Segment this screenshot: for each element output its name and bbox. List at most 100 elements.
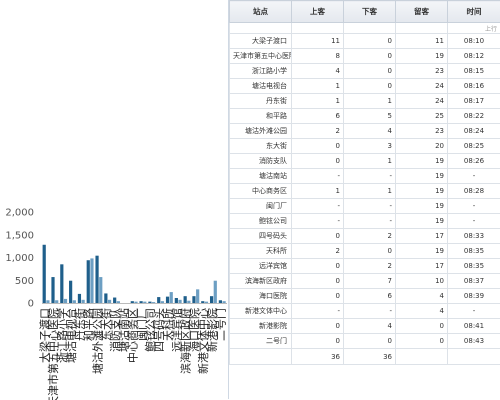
station-cell: 四号码头 — [229, 228, 292, 244]
chart-canvas: 05001,0001,5002,000大梁子渡口天津市第五中心医院浙江路小学塘沽… — [5, 208, 228, 400]
on-cell: 11 — [291, 33, 344, 49]
time-cell: 08:12 — [447, 48, 500, 64]
bar-s1-16 — [187, 300, 191, 303]
bar-s0-15 — [174, 297, 178, 303]
bar-s1-13 — [160, 301, 165, 303]
station-cell: 新港文体中心 — [229, 303, 292, 319]
totals-row: 36 36 — [229, 348, 500, 365]
table-header-row: 站点 上客 下客 留客 时间 — [229, 0, 500, 23]
station-cell: 东大街 — [229, 138, 292, 154]
x-tick-label: 浙江路小学 — [55, 308, 69, 363]
station-cell: 海口医院 — [229, 288, 292, 304]
station-cell: 塘沽南站 — [229, 168, 292, 184]
on-cell: 8 — [291, 48, 344, 64]
bar-s1-15 — [178, 299, 182, 303]
off-cell: 0 — [343, 243, 396, 259]
bar-s1-4 — [81, 299, 85, 303]
total-on-cell: 36 — [291, 348, 344, 365]
table-row: 塘沽南站 - -19- — [229, 168, 500, 184]
time-cell: 08:28 — [447, 183, 500, 199]
bar-s0-2 — [60, 264, 64, 303]
x-tick-label: 塘沽电视台 — [64, 308, 78, 363]
time-cell: 08:37 — [447, 273, 500, 289]
station-cell: 鲍铉公司 — [229, 213, 292, 229]
table-row: 新港文体中心 - -4- — [229, 303, 500, 319]
time-cell: - — [447, 198, 500, 214]
x-tick-label: 新港影院 — [205, 308, 219, 352]
time-cell: 08:25 — [447, 138, 500, 154]
off-cell: 4 — [343, 123, 396, 139]
stay-cell: 19 — [395, 183, 448, 199]
on-cell: 0 — [291, 288, 344, 304]
x-tick-label: 塘沽外滩公园 — [90, 308, 104, 374]
header-on: 上客 — [291, 0, 344, 23]
table-row: 滨海新区政府 0 7 10 08:37 — [229, 273, 500, 289]
bar-s1-17 — [196, 289, 200, 303]
table-row: 塘沽外滩公园 2 4 23 08:24 — [229, 123, 500, 139]
bar-s1-6 — [99, 277, 103, 303]
x-tick-label: 新港文体中心 — [196, 308, 210, 374]
off-cell: 0 — [343, 48, 396, 64]
station-cell: 滨海新区政府 — [229, 273, 292, 289]
stay-cell: 4 — [395, 303, 448, 319]
table-row: 鲍铉公司 - -19- — [229, 213, 500, 229]
table-row: 四号码头 0 2 17 08:33 — [229, 228, 500, 244]
bar-s1-11 — [143, 301, 147, 303]
stay-cell: 19 — [395, 168, 448, 184]
on-cell: 0 — [291, 273, 344, 289]
off-cell: 3 — [343, 138, 396, 154]
table-row: 丹东街 1 1 24 08:17 — [229, 93, 500, 109]
stay-cell: 17 — [395, 228, 448, 244]
on-cell: 1 — [291, 93, 344, 109]
bar-s0-17 — [192, 296, 196, 303]
time-cell: 08:10 — [447, 33, 500, 49]
off-cell: 0 — [343, 333, 396, 349]
station-cell: 新港影院 — [229, 318, 292, 334]
off-cell: 0 — [343, 78, 396, 94]
station-cell: 二号门 — [229, 333, 292, 349]
stay-cell: 0 — [395, 333, 448, 349]
off-cell: 0 — [343, 63, 396, 79]
table-row: 远洋宾馆 0 2 17 08:35 — [229, 258, 500, 274]
table-row: 塘沽电视台 1 0 24 08:16 — [229, 78, 500, 94]
on-cell: - — [291, 168, 344, 184]
on-cell: - — [291, 303, 344, 319]
station-cell: 大梁子渡口 — [229, 33, 292, 49]
x-tick-label: 大梁子渡口 — [37, 308, 51, 363]
x-tick-label: 滨海新区政府 — [178, 308, 192, 374]
y-tick-label: 1,500 — [5, 230, 34, 241]
time-cell: 08:17 — [447, 93, 500, 109]
x-tick-label: 天津市第五中心医院 — [46, 308, 60, 400]
station-cell: 丹东街 — [229, 93, 292, 109]
stay-cell: 19 — [395, 198, 448, 214]
off-cell: 7 — [343, 273, 396, 289]
time-cell: - — [447, 168, 500, 184]
stay-cell: 23 — [395, 63, 448, 79]
off-cell: - — [343, 198, 396, 214]
x-tick-label: 远洋宾馆 — [170, 308, 184, 352]
bar-s0-10 — [130, 301, 134, 303]
on-cell: 0 — [291, 318, 344, 334]
off-cell: 4 — [343, 318, 396, 334]
bar-chart: 0 500 1,000 1,500 2,000 大梁子渡口 天津市第五中心医院 浙江路小学 塘沽… — [0, 0, 228, 400]
stay-cell: 20 — [395, 138, 448, 154]
table-row: 东大街 0 3 20 08:25 — [229, 138, 500, 154]
time-cell: 08:41 — [447, 318, 500, 334]
stay-cell: 19 — [395, 213, 448, 229]
off-cell: 1 — [343, 93, 396, 109]
stay-cell: 4 — [395, 288, 448, 304]
on-cell: 4 — [291, 63, 344, 79]
table-row: 二号门 0 0 0 08:43 — [229, 333, 500, 349]
table-row: 天科所 2 0 19 08:35 — [229, 243, 500, 259]
off-cell: - — [343, 213, 396, 229]
off-cell: 1 — [343, 183, 396, 199]
on-cell: 1 — [291, 183, 344, 199]
station-table: 站点 上客 下客 留客 时间 上行 大梁子渡口 11 0 11 08:10 天津市第五中心… — [229, 0, 500, 365]
stay-cell: 10 — [395, 273, 448, 289]
station-cell: 浙江路小学 — [229, 63, 292, 79]
x-tick-label: 天科所 — [161, 308, 175, 341]
time-cell: 08:35 — [447, 243, 500, 259]
station-cell: 天科所 — [229, 243, 292, 259]
x-tick-label: 二号门 — [214, 308, 228, 341]
station-cell: 塘沽外滩公园 — [229, 123, 292, 139]
